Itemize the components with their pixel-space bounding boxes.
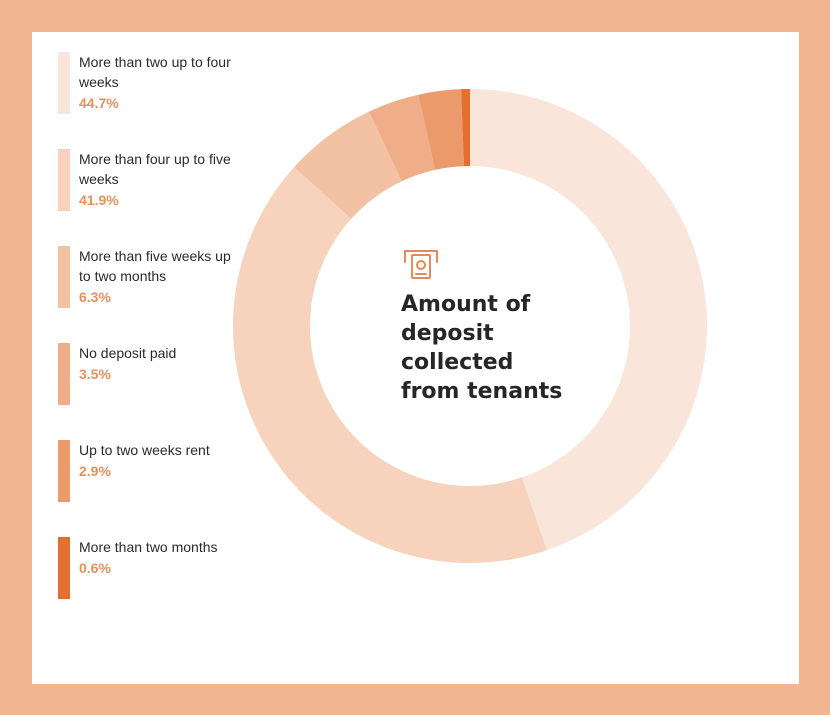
donut-chart bbox=[232, 89, 707, 563]
legend-label: More than two months bbox=[79, 539, 218, 555]
legend-value: 0.6% bbox=[79, 560, 111, 576]
donut-slice bbox=[418, 89, 464, 170]
legend-swatch bbox=[58, 343, 70, 405]
donut-slice bbox=[294, 111, 402, 219]
legend-item: No deposit paid 3.5% bbox=[58, 343, 243, 405]
donut-slice bbox=[461, 89, 470, 167]
chart-title: Amount of deposit collected from tenants bbox=[401, 292, 563, 404]
legend-label: More than four up to five weeks bbox=[79, 151, 231, 187]
legend-swatch bbox=[58, 537, 70, 599]
legend-label: More than two up to four weeks bbox=[79, 54, 231, 90]
legend-item: More than two up to four weeks 44.7% bbox=[58, 52, 243, 114]
cash-deposit-icon bbox=[404, 250, 438, 279]
legend-item: More than four up to five weeks 41.9% bbox=[58, 149, 243, 211]
legend-swatch bbox=[58, 246, 70, 308]
legend-swatch bbox=[58, 52, 70, 114]
legend-item: Up to two weeks rent 2.9% bbox=[58, 440, 243, 502]
legend-swatch bbox=[58, 440, 70, 502]
donut-slice bbox=[368, 94, 436, 182]
legend-label: Up to two weeks rent bbox=[79, 442, 210, 458]
donut-slice bbox=[470, 89, 707, 551]
donut-slice bbox=[232, 167, 547, 563]
legend-item: More than five weeks up to two months 6.… bbox=[58, 246, 243, 308]
legend-label: More than five weeks up to two months bbox=[79, 248, 231, 284]
legend-value: 3.5% bbox=[79, 366, 111, 382]
legend-value: 44.7% bbox=[79, 95, 119, 111]
legend-swatch bbox=[58, 149, 70, 211]
legend: More than two up to four weeks 44.7% Mor… bbox=[58, 50, 243, 634]
legend-value: 41.9% bbox=[79, 192, 119, 208]
legend-value: 6.3% bbox=[79, 289, 111, 305]
legend-label: No deposit paid bbox=[79, 345, 177, 361]
legend-value: 2.9% bbox=[79, 463, 111, 479]
legend-item: More than two months 0.6% bbox=[58, 537, 243, 599]
